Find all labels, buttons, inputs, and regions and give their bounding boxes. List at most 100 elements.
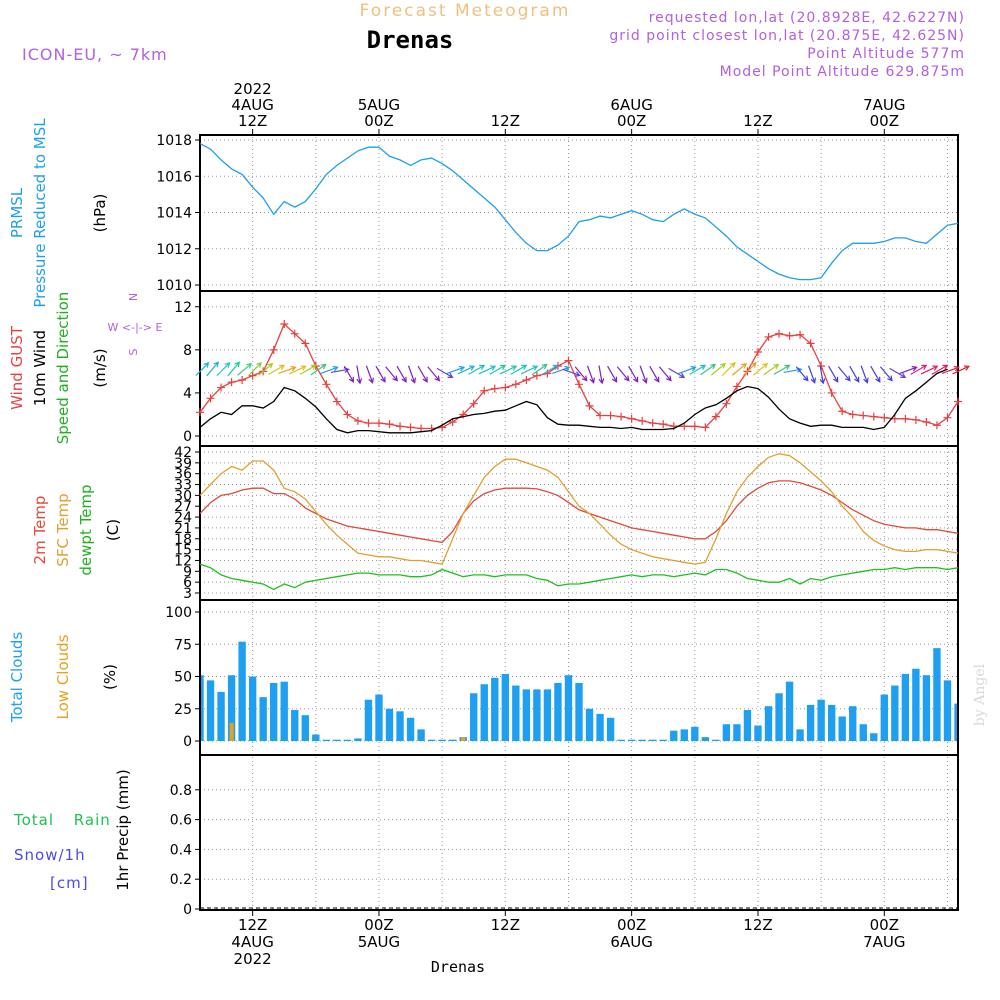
total-cloud-bar [270, 682, 278, 741]
total-cloud-bar [627, 739, 636, 741]
pressure-panel: 1010 1012 1014 1016 1018 [156, 133, 959, 294]
gust-marker [932, 421, 941, 430]
y-tick-label: 27 [174, 499, 192, 515]
total-cloud-bar [659, 739, 667, 741]
wind-label-10m: 10m Wind [31, 330, 49, 406]
gust-marker [522, 376, 531, 384]
gust-marker [280, 320, 289, 328]
gust-marker [206, 394, 215, 403]
bottom-axis-label: 12Z [491, 916, 520, 934]
wind-barb [639, 365, 648, 384]
total-cloud-bar [206, 680, 215, 741]
gust-marker [353, 416, 362, 425]
wind-barb [427, 366, 441, 382]
total-cloud-bar [259, 697, 267, 741]
wind-barb [598, 365, 605, 385]
wind-barb [541, 364, 559, 375]
total-cloud-bar [554, 682, 562, 741]
wind-barb [710, 362, 727, 376]
y-tick-label: 30 [174, 488, 192, 504]
wind-barb [860, 365, 869, 384]
wind-barb [216, 362, 231, 377]
y-tick-label: 33 [174, 478, 192, 494]
y-tick-label: 1010 [156, 278, 192, 294]
top-axis-label: 5AUG [358, 96, 400, 114]
gust-line [199, 322, 959, 430]
wind-barb [700, 363, 717, 376]
total-cloud-bar [533, 689, 541, 741]
total-cloud-bar [301, 715, 309, 741]
wind-barb [489, 364, 507, 375]
y-tick-label: 4 [183, 386, 192, 402]
total-cloud-bar [712, 739, 720, 741]
total-cloud-bar [943, 680, 952, 741]
total-cloud-bar [838, 716, 846, 741]
gust-marker [690, 422, 699, 431]
total-cloud-bar [417, 729, 425, 741]
y-tick-label: 50 [174, 670, 192, 686]
wind-label-dir: Speed and Direction [54, 292, 72, 445]
total-cloud-bar [575, 682, 583, 741]
wind-barb [289, 365, 307, 375]
bottom-axis-label: 4AUG [231, 933, 273, 951]
wind-barb [899, 365, 918, 375]
gust-marker [775, 329, 784, 338]
y-tick-label: 0 [183, 429, 192, 445]
total-cloud-bar [912, 668, 920, 741]
point-altitude: Point Altitude 577m [807, 46, 965, 62]
wind-barb [375, 365, 386, 383]
wind-unit: (m/s) [91, 348, 109, 387]
y-tick-label: 1014 [156, 206, 192, 222]
gust-marker [343, 410, 352, 419]
gust-marker [711, 412, 720, 421]
total-cloud-bar [333, 739, 341, 741]
gust-marker [880, 413, 889, 422]
y-tick-label: 21 [174, 521, 192, 537]
gust-marker [406, 423, 415, 432]
total-cloud-bar [870, 733, 878, 741]
wind-barb [879, 366, 893, 382]
total-cloud-bar [596, 713, 604, 741]
wind-barb [795, 366, 809, 382]
wind-barb [247, 362, 263, 377]
y-tick-label: 9 [183, 564, 192, 580]
bottom-axis-label: 00Z [617, 916, 646, 934]
total-cloud-bar [617, 739, 625, 741]
top-axis-label: 4AUG [231, 96, 273, 114]
gust-marker [575, 380, 583, 389]
y-tick-label: 1018 [156, 133, 192, 149]
total-cloud-bar [638, 739, 646, 741]
wind-barb [920, 365, 939, 375]
y-tick-label: 0.2 [170, 872, 192, 888]
total-cloud-bar [954, 703, 957, 741]
gust-marker [869, 412, 878, 421]
top-axis-label: 2022 [234, 80, 272, 98]
top-axis-label: 6AUG [610, 96, 652, 114]
total-cloud-bar [817, 699, 825, 741]
clouds-unit: (%) [101, 664, 119, 690]
total-cloud-bar [859, 724, 867, 741]
wind-barb [952, 365, 971, 375]
gust-marker [532, 371, 541, 380]
wind-barb [457, 365, 476, 375]
total-cloud-bar [891, 685, 899, 741]
low-cloud-bar [229, 722, 234, 741]
pressure-line [199, 143, 959, 281]
gust-marker [638, 416, 647, 425]
total-cloud-bar [585, 708, 594, 741]
gust-marker [859, 411, 868, 420]
gust-marker [238, 376, 247, 384]
y-tick-label: 1016 [156, 169, 192, 185]
location-title: Drenas [367, 26, 454, 54]
gust-marker [606, 411, 615, 420]
pressure-unit: (hPa) [91, 194, 109, 233]
total-cloud-bar [501, 673, 509, 741]
wind-barb [731, 362, 748, 376]
pressure-label-2: Pressure Reduced to MSL [31, 118, 49, 308]
total-cloud-bar [322, 739, 331, 741]
total-cloud-bar [522, 689, 531, 741]
top-axis-label: 00Z [870, 112, 899, 130]
gust-marker [753, 348, 762, 356]
